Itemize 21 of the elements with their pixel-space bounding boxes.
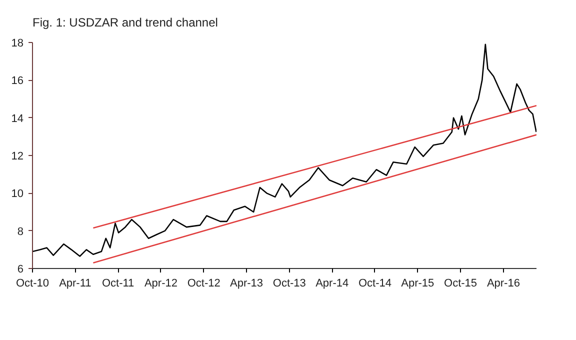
x-tick-label: Oct-13 xyxy=(272,278,306,290)
y-tick-label: 16 xyxy=(11,75,24,88)
x-tick-label: Apr-16 xyxy=(486,278,520,290)
x-tick-label: Oct-15 xyxy=(444,278,478,290)
x-tick-label: Apr-12 xyxy=(144,278,178,290)
x-tick-label: Apr-11 xyxy=(59,278,92,290)
x-tick-label: Oct-10 xyxy=(16,278,50,290)
x-tick-label: Oct-11 xyxy=(102,278,134,290)
x-tick-label: Apr-13 xyxy=(230,278,264,290)
y-tick-label: 8 xyxy=(17,226,24,238)
y-tick-label: 18 xyxy=(11,38,24,50)
chart-title: Fig. 1: USDZAR and trend channel xyxy=(32,16,218,30)
line-series xyxy=(32,44,536,257)
x-tick-label: Oct-12 xyxy=(187,278,220,290)
y-tick-label: 10 xyxy=(11,188,24,200)
x-tick-label: Apr-14 xyxy=(316,278,349,290)
y-tick-label: 6 xyxy=(17,264,24,276)
x-tick-label: Oct-14 xyxy=(358,278,392,290)
y-tick-label: 12 xyxy=(11,150,24,162)
x-tick-label: Apr-15 xyxy=(401,278,434,290)
y-tick-label: 14 xyxy=(11,112,24,125)
